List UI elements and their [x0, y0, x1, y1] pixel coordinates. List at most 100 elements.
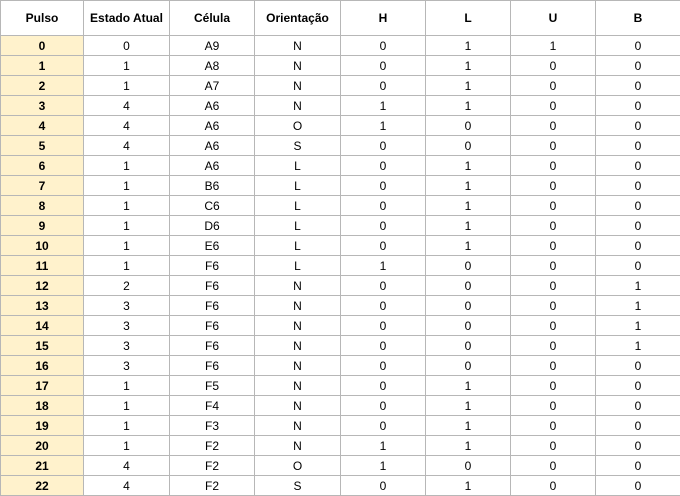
cell-orientacao: S	[254, 475, 341, 496]
cell-l: 0	[425, 315, 511, 336]
cell-celula: E6	[169, 235, 255, 256]
cell-h: 0	[340, 135, 426, 156]
cell-b: 0	[595, 455, 680, 476]
cell-estado-atual: 1	[83, 375, 170, 396]
cell-celula: F4	[169, 395, 255, 416]
cell-orientacao: L	[254, 195, 341, 216]
cell-u: 0	[510, 175, 596, 196]
cell-pulso: 19	[0, 415, 84, 436]
cell-h: 1	[340, 255, 426, 276]
cell-estado-atual: 1	[83, 155, 170, 176]
cell-u: 0	[510, 115, 596, 136]
cell-l: 1	[425, 195, 511, 216]
cell-estado-atual: 4	[83, 475, 170, 496]
cell-h: 0	[340, 175, 426, 196]
cell-pulso: 8	[0, 195, 84, 216]
cell-l: 1	[425, 215, 511, 236]
cell-pulso: 20	[0, 435, 84, 456]
cell-estado-atual: 4	[83, 95, 170, 116]
cell-pulso: 4	[0, 115, 84, 136]
cell-u: 0	[510, 255, 596, 276]
cell-pulso: 22	[0, 475, 84, 496]
table-row: 7 1 B6 L 0 1 0 0	[0, 175, 680, 196]
cell-l: 1	[425, 435, 511, 456]
header-celula: Célula	[169, 0, 255, 36]
cell-u: 0	[510, 455, 596, 476]
cell-estado-atual: 2	[83, 275, 170, 296]
cell-celula: A8	[169, 55, 255, 76]
cell-pulso: 15	[0, 335, 84, 356]
cell-pulso: 2	[0, 75, 84, 96]
cell-b: 0	[595, 395, 680, 416]
cell-pulso: 9	[0, 215, 84, 236]
cell-celula: A6	[169, 135, 255, 156]
cell-h: 0	[340, 275, 426, 296]
table-row: 16 3 F6 N 0 0 0 0	[0, 355, 680, 376]
cell-b: 0	[595, 355, 680, 376]
cell-orientacao: N	[254, 95, 341, 116]
cell-orientacao: N	[254, 355, 341, 376]
cell-orientacao: L	[254, 215, 341, 236]
cell-b: 0	[595, 95, 680, 116]
cell-u: 0	[510, 435, 596, 456]
cell-l: 1	[425, 475, 511, 496]
cell-h: 1	[340, 455, 426, 476]
cell-l: 1	[425, 415, 511, 436]
table-row: 14 3 F6 N 0 0 0 1	[0, 315, 680, 336]
cell-u: 0	[510, 135, 596, 156]
table-body: 0 0 A9 N 0 1 1 0 1 1 A8 N 0 1 0 0 2 1 A7 N 0 1 0 0 3 4 A6 N 1 1 0 0 4 4 A6…	[0, 35, 680, 496]
cell-celula: A9	[169, 35, 255, 56]
cell-estado-atual: 1	[83, 195, 170, 216]
cell-u: 0	[510, 195, 596, 216]
cell-pulso: 10	[0, 235, 84, 256]
cell-b: 0	[595, 175, 680, 196]
cell-pulso: 6	[0, 155, 84, 176]
cell-l: 1	[425, 375, 511, 396]
cell-l: 1	[425, 155, 511, 176]
cell-estado-atual: 4	[83, 135, 170, 156]
cell-u: 0	[510, 355, 596, 376]
cell-u: 1	[510, 35, 596, 56]
table-row: 10 1 E6 L 0 1 0 0	[0, 235, 680, 256]
cell-l: 1	[425, 55, 511, 76]
table-row: 22 4 F2 S 0 1 0 0	[0, 475, 680, 496]
cell-orientacao: N	[254, 295, 341, 316]
cell-u: 0	[510, 55, 596, 76]
table-header: Pulso Estado Atual Célula Orientação H L…	[0, 0, 680, 36]
cell-orientacao: N	[254, 435, 341, 456]
cell-u: 0	[510, 475, 596, 496]
cell-h: 0	[340, 335, 426, 356]
cell-celula: F5	[169, 375, 255, 396]
cell-pulso: 14	[0, 315, 84, 336]
cell-celula: D6	[169, 215, 255, 236]
cell-celula: A6	[169, 115, 255, 136]
cell-u: 0	[510, 415, 596, 436]
cell-l: 1	[425, 175, 511, 196]
cell-h: 0	[340, 235, 426, 256]
cell-estado-atual: 1	[83, 175, 170, 196]
table-row: 0 0 A9 N 0 1 1 0	[0, 35, 680, 56]
cell-u: 0	[510, 395, 596, 416]
cell-estado-atual: 1	[83, 215, 170, 236]
cell-h: 0	[340, 75, 426, 96]
cell-celula: F2	[169, 475, 255, 496]
header-h: H	[340, 0, 426, 36]
cell-h: 0	[340, 215, 426, 236]
table-row: 6 1 A6 L 0 1 0 0	[0, 155, 680, 176]
cell-celula: B6	[169, 175, 255, 196]
cell-u: 0	[510, 75, 596, 96]
cell-estado-atual: 3	[83, 335, 170, 356]
cell-estado-atual: 1	[83, 255, 170, 276]
cell-h: 0	[340, 475, 426, 496]
table-row: 5 4 A6 S 0 0 0 0	[0, 135, 680, 156]
cell-h: 0	[340, 195, 426, 216]
cell-estado-atual: 1	[83, 435, 170, 456]
table-row: 9 1 D6 L 0 1 0 0	[0, 215, 680, 236]
cell-orientacao: L	[254, 155, 341, 176]
cell-b: 0	[595, 375, 680, 396]
cell-u: 0	[510, 215, 596, 236]
table-row: 17 1 F5 N 0 1 0 0	[0, 375, 680, 396]
table-row: 4 4 A6 O 1 0 0 0	[0, 115, 680, 136]
header-l: L	[425, 0, 511, 36]
